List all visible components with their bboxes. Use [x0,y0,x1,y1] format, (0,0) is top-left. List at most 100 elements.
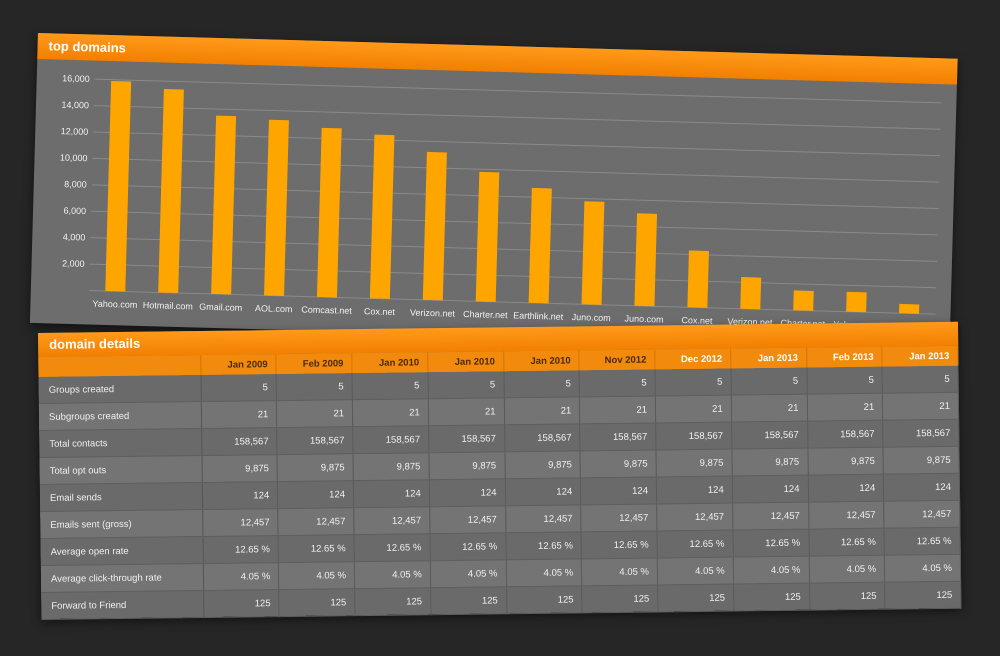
column-header[interactable]: Jan 2010 [351,352,428,374]
gridline [93,105,941,130]
table-cell: 12.65 % [884,527,961,556]
table-cell: 9,875 [352,452,430,481]
table-cell: 9,875 [428,451,505,480]
column-header[interactable]: Jan 2010 [427,351,504,373]
x-tick-label: Hotmail.com [143,300,193,311]
table-cell: 125 [354,587,431,616]
table-corner-cell [38,355,201,377]
table-cell: 12,457 [580,503,657,532]
table-cell: 9,875 [807,447,884,476]
row-label: Total opt outs [39,455,202,485]
column-header[interactable]: Jan 2013 [730,347,807,369]
table-cell: 124 [277,480,354,509]
table-cell: 125 [430,586,507,615]
column-header[interactable]: Feb 2013 [806,346,883,368]
row-label: Average open rate [40,536,203,566]
x-tick-label: Gmail.com [199,302,242,313]
table-cell: 4.05 % [202,562,279,591]
bar[interactable] [264,119,289,296]
x-tick-label: Verizon.net [410,307,456,318]
column-header[interactable]: Jan 2013 [881,345,958,367]
table-cell: 12.65 % [808,528,885,557]
x-tick-label: Earthlink.net [513,310,564,321]
domain-details-panel: domain details Jan 2009 Feb 2009 Jan 2010 J… [38,321,962,620]
bar[interactable] [105,80,132,292]
table-cell: 21 [276,399,353,428]
table-cell: 21 [882,392,959,421]
table-cell: 125 [506,585,583,614]
x-tick-label: Yahoo.com [92,299,137,310]
table-cell: 5 [579,369,656,397]
table-cell: 4.05 % [733,556,810,585]
table-cell: 4.05 % [808,555,885,584]
table-cell: 158,567 [352,425,429,454]
table-cell: 12,457 [202,508,279,537]
row-label: Emails sent (gross) [40,509,203,539]
column-header[interactable]: Jan 2010 [503,350,580,372]
domain-details-table: Jan 2009 Feb 2009 Jan 2010 Jan 2010 Jan 2010… [38,345,961,620]
table-cell: 12,457 [353,506,430,535]
table-cell: 12.65 % [581,530,658,559]
bar[interactable] [158,89,184,294]
table-cell: 158,567 [655,422,732,450]
table-cell: 21 [503,396,580,425]
bar[interactable] [634,213,658,307]
table-cell: 158,567 [201,427,278,456]
table-cell: 12,457 [808,501,885,530]
column-header[interactable]: Jan 2009 [200,354,277,376]
x-tick-label: AOL.com [255,303,293,314]
row-label: Forward to Friend [41,590,204,620]
row-label: Email sends [39,482,203,512]
bar[interactable] [793,290,814,311]
table-cell: 21 [428,397,505,426]
table-cell: 124 [807,474,884,503]
table-cell: 124 [580,476,657,505]
table-cell: 5 [882,365,959,394]
bar[interactable] [316,127,342,298]
bar[interactable] [846,291,867,313]
bar[interactable] [369,134,395,299]
bar[interactable] [740,277,762,310]
table-cell: 9,875 [655,449,733,477]
top-domains-panel: top domains 2,000 4,000 6,000 8,000 10,000 12… [29,33,958,349]
y-tick-label: 14,000 [61,100,89,111]
table-cell: 9,875 [504,450,581,479]
table-cell: 4.05 % [430,559,507,588]
table-cell: 5 [352,372,429,400]
table-cell: 158,567 [882,419,959,448]
table-cell: 125 [203,589,280,618]
row-label: Groups created [38,375,201,404]
bar[interactable] [899,303,920,314]
table-cell: 5 [200,374,277,402]
bar[interactable] [581,201,605,305]
table-cell: 124 [201,481,278,510]
y-tick-label: 2,000 [62,258,85,269]
table-cell: 21 [200,400,277,429]
table-cell: 158,567 [504,423,581,452]
table-cell: 125 [278,588,355,617]
table-cell: 124 [732,475,809,504]
top-domains-bar-chart: 2,000 4,000 6,000 8,000 10,000 12,000 14,000 16… [60,73,942,332]
table-cell: 125 [733,583,810,612]
y-tick-label: 4,000 [63,232,86,243]
table-cell: 124 [504,477,581,506]
table-cell: 12,457 [505,504,582,533]
table-cell: 158,567 [428,424,505,453]
table-cell: 12,457 [656,503,733,531]
y-tick-label: 12,000 [61,126,89,137]
table-cell: 124 [883,473,960,502]
bar[interactable] [422,151,447,301]
x-tick-label: Juno.com [624,313,663,324]
table-cell: 21 [731,394,808,423]
bar[interactable] [687,250,709,308]
gridline [94,78,942,104]
table-cell: 158,567 [807,420,884,449]
x-tick-label: Cox.net [364,306,396,317]
column-header[interactable]: Nov 2012 [579,349,655,371]
bar[interactable] [528,187,552,304]
y-tick-label: 16,000 [62,73,90,84]
column-header[interactable]: Feb 2009 [276,353,353,375]
bar[interactable] [475,171,500,302]
column-header[interactable]: Dec 2012 [654,348,731,370]
bar[interactable] [211,115,237,295]
